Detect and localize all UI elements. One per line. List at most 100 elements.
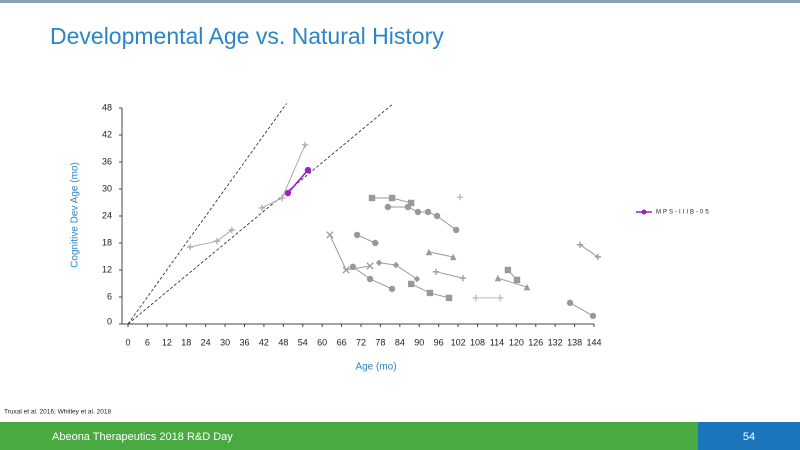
x-tick-label: 12 (162, 337, 172, 347)
series-line (190, 229, 233, 248)
marker (513, 276, 521, 284)
marker (494, 274, 502, 282)
y-tick-label: 0 (107, 316, 112, 326)
marker (407, 199, 415, 207)
marker (426, 289, 434, 297)
series-line (287, 169, 309, 194)
marker (445, 294, 453, 302)
reference-line (127, 103, 287, 325)
marker (496, 294, 504, 302)
marker (432, 268, 440, 275)
footnote: Truxal et al. 2016; Whitley et al. 2018 (4, 409, 111, 416)
marker (284, 189, 292, 197)
marker (342, 266, 350, 274)
marker (566, 299, 574, 307)
slide-title: Developmental Age vs. Natural History (50, 23, 444, 49)
x-tick-label: 108 (470, 337, 485, 347)
marker (413, 275, 421, 283)
legend-marker (641, 209, 647, 215)
x-tick-label: 120 (509, 337, 524, 347)
x-tick-label: 138 (567, 337, 582, 347)
series-line (356, 234, 376, 244)
marker (375, 259, 383, 266)
y-tick-label: 24 (102, 210, 112, 220)
y-axis-label: Cognitive Dev Age (mo) (70, 162, 81, 268)
marker (425, 248, 433, 256)
marker (589, 312, 597, 320)
marker (452, 226, 460, 234)
x-tick-label: 0 (125, 337, 130, 347)
y-tick-label: 12 (102, 264, 112, 274)
marker (388, 285, 396, 293)
x-tick-label: 54 (298, 337, 308, 347)
y-tick-label: 18 (102, 237, 112, 247)
marker (278, 194, 286, 202)
series-line (329, 234, 371, 271)
marker (366, 275, 374, 283)
marker (366, 262, 374, 270)
marker (459, 274, 467, 282)
marker (523, 283, 531, 291)
x-tick-label: 84 (395, 337, 405, 347)
marker (301, 141, 309, 149)
y-tick-label: 36 (102, 156, 112, 166)
marker (368, 194, 376, 202)
y-tick-label: 6 (107, 291, 112, 301)
x-tick-label: 18 (181, 337, 191, 347)
x-tick-label: 144 (586, 337, 601, 347)
x-tick-label: 126 (528, 337, 543, 347)
x-axis-label: Age (mo) (355, 362, 396, 373)
marker (384, 203, 392, 211)
footer-bar (0, 422, 800, 450)
marker (258, 204, 266, 212)
marker (433, 212, 441, 220)
page-box (698, 422, 800, 450)
marker (186, 243, 194, 251)
x-tick-label: 24 (201, 337, 211, 347)
series-line (579, 244, 599, 258)
series-line (435, 271, 464, 279)
footer-text: Abeona Therapeutics 2018 R&D Day (52, 431, 233, 443)
marker (504, 266, 512, 274)
series-line (497, 277, 528, 288)
marker (576, 241, 584, 248)
marker (456, 193, 464, 201)
marker (304, 166, 312, 174)
page-number: 54 (743, 431, 755, 443)
x-tick-label: 6 (145, 337, 150, 347)
marker (213, 238, 221, 245)
marker (392, 261, 400, 269)
x-tick-label: 78 (375, 337, 385, 347)
marker (424, 208, 432, 216)
marker (414, 208, 422, 216)
marker (594, 253, 602, 261)
y-tick-label: 42 (102, 129, 112, 139)
reference-line (127, 103, 394, 325)
marker (472, 294, 480, 302)
y-tick-label: 30 (102, 183, 112, 193)
marker (228, 226, 236, 234)
marker (404, 203, 412, 211)
x-tick-label: 132 (548, 337, 563, 347)
x-tick-label: 66 (337, 337, 347, 347)
x-tick-label: 48 (278, 337, 288, 347)
marker (450, 253, 457, 261)
marker (388, 194, 396, 202)
marker (326, 231, 334, 239)
x-tick-label: 90 (414, 337, 424, 347)
x-tick-label: 72 (356, 337, 366, 347)
series-line (387, 206, 457, 231)
x-tick-label: 114 (490, 337, 504, 347)
marker (372, 239, 379, 247)
y-tick-label: 48 (102, 102, 112, 112)
marker (407, 280, 415, 288)
legend-label: MPS-IIIB-05 (656, 210, 711, 216)
x-tick-label: 96 (434, 337, 444, 347)
x-tick-label: 42 (259, 337, 269, 347)
top-rule (0, 0, 800, 3)
x-tick-label: 102 (451, 337, 466, 347)
series-line (569, 302, 594, 317)
series-line (428, 251, 454, 258)
